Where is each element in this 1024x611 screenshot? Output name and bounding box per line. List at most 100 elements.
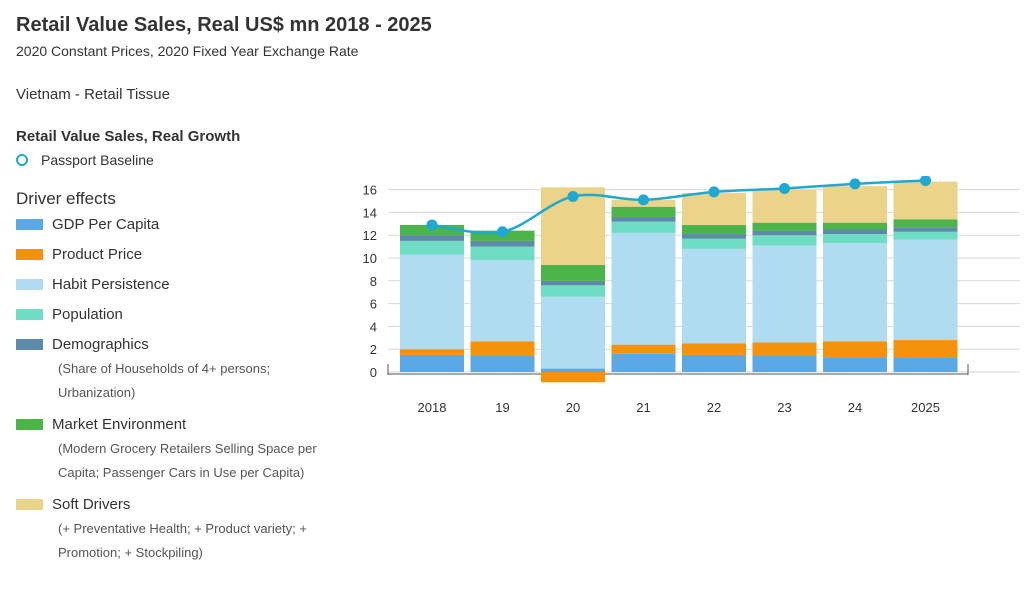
bar-segment xyxy=(470,341,535,357)
bar-segment xyxy=(470,260,535,342)
bar-segment xyxy=(611,221,676,233)
baseline-point xyxy=(426,219,438,231)
x-tick-label: 19 xyxy=(495,400,509,415)
legend-swatch-product-price xyxy=(16,249,43,260)
legend-label-passport-baseline: Passport Baseline xyxy=(41,152,154,168)
legend-label-habit-persistence: Habit Persistence xyxy=(52,276,170,293)
bar-segment xyxy=(752,235,817,246)
chart-subtitle: 2020 Constant Prices, 2020 Fixed Year Ex… xyxy=(16,43,359,59)
growth-heading: Retail Value Sales, Real Growth xyxy=(16,128,241,145)
y-tick-label: 0 xyxy=(370,365,377,380)
bar-segment xyxy=(400,235,464,241)
legend-item-product-price[interactable]: Product Price xyxy=(16,244,326,265)
bar-segment xyxy=(823,341,887,358)
bar-segment xyxy=(752,342,817,357)
baseline-point xyxy=(567,190,579,202)
baseline-point xyxy=(708,186,720,198)
bar-segment xyxy=(400,254,464,350)
bar-segment xyxy=(400,354,464,372)
legend-label-demographics: Demographics xyxy=(52,336,149,353)
legend-item-passport-baseline[interactable]: Passport Baseline xyxy=(16,151,154,169)
x-tick-label: 21 xyxy=(636,400,650,415)
bar-segment xyxy=(893,219,958,228)
bar-segment xyxy=(893,231,958,240)
bar-segment xyxy=(400,240,464,255)
legend-item-demographics[interactable]: Demographics (Share of Households of 4+ … xyxy=(16,334,326,405)
bar-segment xyxy=(611,353,676,372)
legend-item-market-environment[interactable]: Market Environment (Modern Grocery Retai… xyxy=(16,414,326,485)
legend-item-gdp-per-capita[interactable]: GDP Per Capita xyxy=(16,214,326,235)
legend-swatch-demographics xyxy=(16,339,43,350)
bar-segment xyxy=(682,234,746,239)
bar-segment xyxy=(823,243,887,342)
x-tick-label: 24 xyxy=(848,400,862,415)
bar-segment xyxy=(541,264,605,281)
bar-segment xyxy=(470,356,535,372)
legend-swatch-market-environment xyxy=(16,419,43,430)
legend-item-habit-persistence[interactable]: Habit Persistence xyxy=(16,274,326,295)
baseline-point xyxy=(920,176,931,186)
bar-segment xyxy=(682,238,746,249)
legend-note-market-environment: (Modern Grocery Retailers Selling Space … xyxy=(58,441,317,480)
bar-segment xyxy=(611,232,676,345)
legend-label-product-price: Product Price xyxy=(52,246,143,263)
baseline-point xyxy=(497,226,508,238)
bar-segment xyxy=(682,193,746,225)
bar-segment xyxy=(541,296,605,369)
bar-segment xyxy=(823,357,887,372)
bar-segment xyxy=(682,224,746,235)
legend-swatch-soft-drivers xyxy=(16,499,43,510)
bar-segment xyxy=(823,186,887,223)
bar-segment xyxy=(470,246,535,261)
legend-note-soft-drivers: (+ Preventative Health; + Product variet… xyxy=(58,521,307,560)
legend-label-population: Population xyxy=(52,306,123,323)
baseline-line xyxy=(431,179,926,235)
x-tick-label: 2025 xyxy=(911,400,940,415)
bar-segment xyxy=(682,354,746,372)
x-tick-label: 20 xyxy=(566,400,580,415)
bar-segment xyxy=(893,340,958,358)
bar-segment xyxy=(611,216,676,222)
legend-label-gdp-per-capita: GDP Per Capita xyxy=(52,216,160,233)
bar-segment xyxy=(541,368,605,372)
x-tick-label: 22 xyxy=(707,400,721,415)
bar-segment xyxy=(752,230,817,236)
bar-segment xyxy=(541,285,605,297)
bar-segment xyxy=(823,222,887,230)
bar-segment xyxy=(893,357,958,372)
driver-legend: GDP Per Capita Product Price Habit Persi… xyxy=(16,214,326,574)
y-tick-label: 2 xyxy=(370,342,377,357)
legend-item-soft-drivers[interactable]: Soft Drivers (+ Preventative Health; + P… xyxy=(16,494,326,565)
y-tick-label: 8 xyxy=(370,274,377,289)
legend-label-market-environment: Market Environment xyxy=(52,416,187,433)
bar-segment xyxy=(752,189,817,223)
bar-segment xyxy=(541,372,605,383)
y-tick-label: 12 xyxy=(363,228,377,243)
bar-segment xyxy=(682,343,746,355)
bar-segment xyxy=(823,229,887,235)
market-label: Vietnam - Retail Tissue xyxy=(16,86,170,103)
legend-note-demographics: (Share of Households of 4+ persons; Urba… xyxy=(58,361,271,400)
bar-segment xyxy=(823,234,887,244)
bar-segment xyxy=(611,344,676,354)
legend-label-soft-drivers: Soft Drivers xyxy=(52,496,131,513)
x-tick-label: 2018 xyxy=(418,400,447,415)
legend-swatch-habit-persistence xyxy=(16,279,43,290)
bar-segment xyxy=(541,280,605,286)
y-tick-label: 16 xyxy=(363,183,377,198)
x-tick-label: 23 xyxy=(777,400,791,415)
baseline-point xyxy=(779,182,790,194)
bar-segment xyxy=(400,349,464,355)
bar-segment xyxy=(470,240,535,247)
bar-segment xyxy=(752,222,817,231)
legend-item-population[interactable]: Population xyxy=(16,304,326,325)
legend-swatch-gdp-per-capita xyxy=(16,219,43,230)
drivers-heading: Driver effects xyxy=(16,189,116,208)
chart-title: Retail Value Sales, Real US$ mn 2018 - 2… xyxy=(16,14,432,36)
bar-segment xyxy=(893,181,958,220)
y-tick-label: 6 xyxy=(370,297,377,312)
baseline-marker-icon xyxy=(16,154,28,166)
y-tick-label: 10 xyxy=(363,251,377,266)
bar-segment xyxy=(682,248,746,344)
